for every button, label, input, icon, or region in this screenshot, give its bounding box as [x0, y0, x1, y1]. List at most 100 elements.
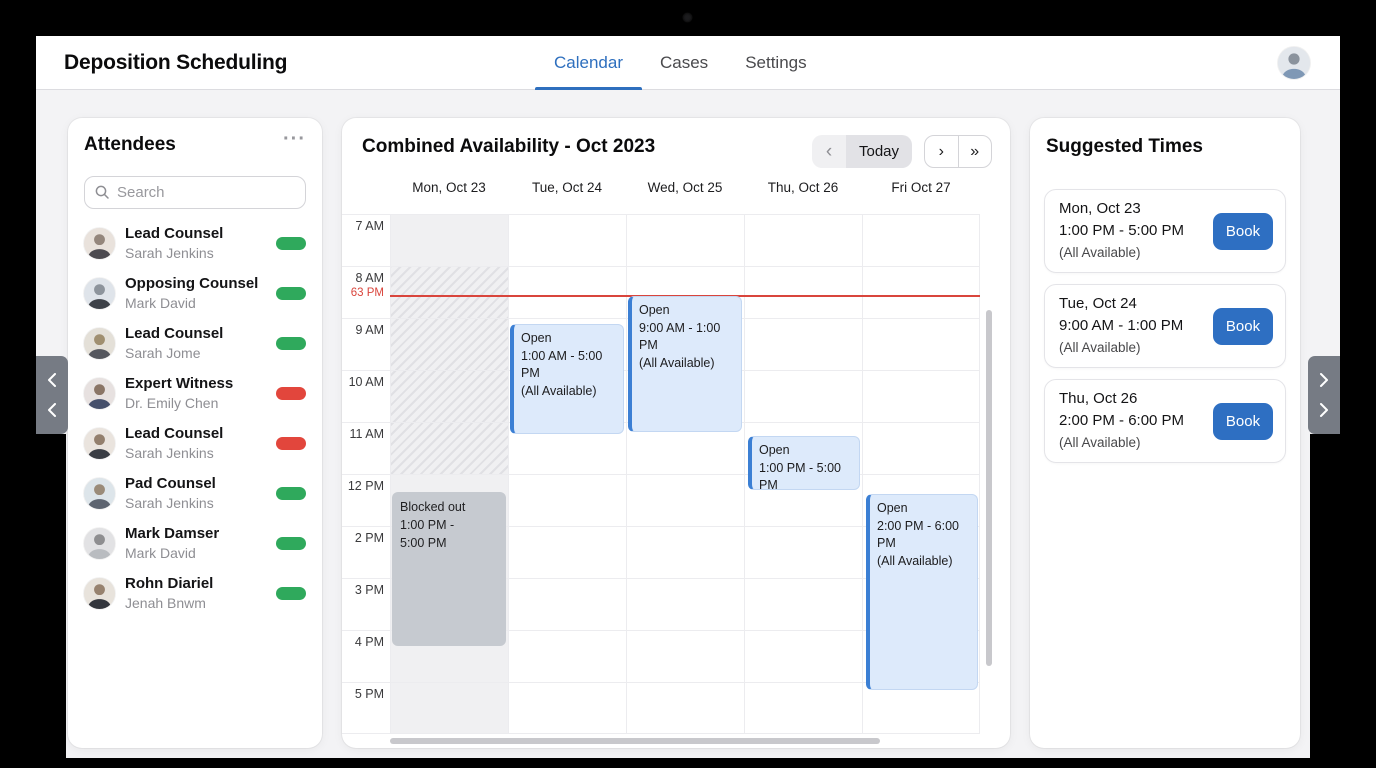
attendee-row[interactable]: Expert Witness Dr. Emily Chen [68, 372, 322, 422]
slot-time: 2:00 PM - 6:00 PM [1059, 412, 1185, 429]
vertical-scrollbar[interactable] [986, 310, 992, 666]
user-avatar[interactable] [1278, 47, 1310, 79]
attendee-row[interactable]: Lead Counsel Sarah Jome [68, 322, 322, 372]
current-time-label: 63 PM [350, 287, 384, 299]
avatar [84, 428, 115, 459]
day-header: Tue, Oct 24 [531, 180, 603, 195]
event-time: 9:00 AM - 1:00 PM [639, 320, 721, 353]
today-button[interactable]: Today [846, 135, 912, 168]
page-back-paddle[interactable] [36, 356, 68, 434]
status-badge [276, 537, 306, 550]
availability-event[interactable]: Open 2:00 PM - 6:00 PM (All Available) [866, 494, 978, 690]
event-time: 1:00 PM - 5:00 PM [759, 460, 841, 490]
next-button[interactable]: › [925, 136, 958, 167]
bezel-shadow [36, 434, 66, 758]
search-input[interactable] [84, 176, 306, 209]
attendee-role: Rohn Diariel [125, 575, 214, 592]
attendee-name: Mark David [125, 295, 196, 311]
day-header: Thu, Oct 26 [767, 180, 839, 195]
avatar [84, 228, 115, 259]
event-note: (All Available) [639, 355, 715, 370]
attendee-role: Lead Counsel [125, 425, 224, 442]
avatar [84, 328, 115, 359]
device-camera [683, 13, 692, 22]
suggested-slot-card: Mon, Oct 23 1:00 PM - 5:00 PM (All Avail… [1044, 189, 1286, 273]
day-header: Mon, Oct 23 [412, 180, 486, 195]
day-header: Wed, Oct 25 [647, 180, 723, 195]
attendee-row[interactable]: Rohn Diariel Jenah Bnwm [68, 572, 322, 622]
attendee-role: Expert Witness [125, 375, 234, 392]
avatar [84, 378, 115, 409]
avatar [84, 478, 115, 509]
slot-date: Mon, Oct 23 [1059, 200, 1141, 217]
attendee-row[interactable]: Lead Counsel Sarah Jenkins [68, 222, 322, 272]
attendee-row[interactable]: Pad Counsel Sarah Jenkins [68, 472, 322, 522]
nav-tabs: Calendar Cases Settings [535, 36, 807, 90]
time-label: 2 PM [354, 531, 384, 545]
book-button[interactable]: Book [1213, 213, 1273, 250]
time-label: 10 AM [348, 375, 384, 389]
status-badge [276, 437, 306, 450]
time-label: 8 AM [355, 271, 385, 285]
event-title: Open [759, 443, 790, 457]
prev-button[interactable]: ‹ [812, 135, 846, 168]
attendee-name: Jenah Bnwm [125, 595, 206, 611]
book-button[interactable]: Book [1213, 403, 1273, 440]
slot-note: (All Available) [1059, 435, 1141, 450]
time-label: 4 PM [354, 635, 384, 649]
calendar-forward-group: › » [924, 135, 992, 168]
status-badge [276, 387, 306, 400]
person-icon [1278, 47, 1310, 79]
event-title: Open [521, 331, 552, 345]
attendee-name: Sarah Jome [125, 345, 201, 361]
status-badge [276, 237, 306, 250]
slot-date: Tue, Oct 24 [1059, 295, 1137, 312]
event-time: 2:00 PM - 6:00 PM [877, 518, 959, 551]
avatar [84, 528, 115, 559]
book-button[interactable]: Book [1213, 308, 1273, 345]
time-label: 7 AM [355, 219, 385, 233]
suggested-slot-card: Tue, Oct 24 9:00 AM - 1:00 PM (All Avail… [1044, 284, 1286, 368]
attendee-name: Sarah Jenkins [125, 445, 214, 461]
horizontal-scrollbar[interactable] [390, 738, 880, 744]
calendar-panel: Combined Availability - Oct 2023 ‹ Today… [342, 118, 1010, 748]
attendees-panel: Attendees ··· Lead Counsel Sarah Jenkins… [68, 118, 322, 748]
attendee-name: Dr. Emily Chen [125, 395, 219, 411]
page-title: Deposition Scheduling [64, 51, 288, 74]
time-label: 5 PM [354, 687, 384, 701]
attendee-role: Lead Counsel [125, 325, 224, 342]
attendee-row[interactable]: Mark Damser Mark David [68, 522, 322, 572]
attendee-row[interactable]: Lead Counsel Sarah Jenkins [68, 422, 322, 472]
attendee-role: Mark Damser [125, 525, 220, 542]
avatar [84, 578, 115, 609]
availability-event[interactable]: Open 9:00 AM - 1:00 PM (All Available) [628, 296, 742, 432]
more-options-button[interactable]: ··· [283, 128, 306, 151]
attendee-row[interactable]: Opposing Counsel Mark David [68, 272, 322, 322]
skip-forward-button[interactable]: » [957, 136, 992, 167]
time-gutter [342, 214, 390, 734]
suggested-title: Suggested Times [1046, 136, 1203, 157]
chevron-left-icon [48, 403, 56, 418]
attendee-name: Sarah Jenkins [125, 245, 214, 261]
availability-event[interactable]: Open 1:00 AM - 5:00 PM (All Available) [510, 324, 624, 434]
suggested-slot-card: Thu, Oct 26 2:00 PM - 6:00 PM (All Avail… [1044, 379, 1286, 463]
slot-note: (All Available) [1059, 245, 1141, 260]
slot-time: 9:00 AM - 1:00 PM [1059, 317, 1184, 334]
attendees-title: Attendees [84, 134, 176, 155]
time-label: 11 AM [349, 427, 384, 441]
tab-cases[interactable]: Cases [660, 53, 709, 72]
time-label: 9 AM [355, 323, 385, 337]
calendar-title: Combined Availability - Oct 2023 [362, 136, 656, 157]
tab-calendar[interactable]: Calendar [535, 36, 642, 90]
day-header: Fri Oct 27 [891, 180, 951, 195]
page-forward-paddle[interactable] [1308, 356, 1340, 434]
chevron-right-icon [1320, 372, 1328, 387]
attendee-name: Sarah Jenkins [125, 495, 214, 511]
app-window: Deposition Scheduling Calendar Cases Set… [36, 36, 1340, 758]
availability-event[interactable]: Open 1:00 PM - 5:00 PM (All Available) [748, 436, 860, 490]
blocked-event[interactable]: Blocked out 1:00 PM - 5:00 PM [392, 492, 506, 646]
event-note: (All Available) [521, 383, 597, 398]
attendee-role: Lead Counsel [125, 225, 224, 242]
tab-settings[interactable]: Settings [745, 53, 807, 72]
